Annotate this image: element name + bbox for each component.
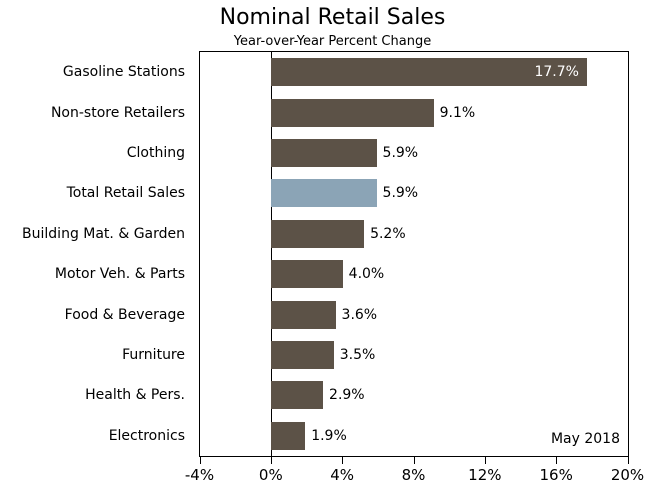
x-tick-label-4: 12% bbox=[468, 466, 502, 484]
x-tick-mark-1 bbox=[270, 457, 272, 464]
bar-5 bbox=[271, 260, 343, 289]
value-label-8: 2.9% bbox=[329, 387, 365, 404]
category-label-6: Food & Beverage bbox=[64, 306, 185, 323]
bar-2 bbox=[271, 139, 377, 167]
value-label-4: 5.2% bbox=[370, 225, 406, 242]
x-tick-label-2: 4% bbox=[330, 466, 355, 484]
chart-subtitle: Year-over-Year Percent Change bbox=[233, 34, 432, 49]
category-label-5: Motor Veh. & Parts bbox=[54, 266, 185, 283]
category-label-4: Building Mat. & Garden bbox=[22, 225, 185, 242]
category-label-0: Gasoline Stations bbox=[62, 64, 185, 81]
category-label-9: Electronics bbox=[108, 427, 185, 444]
value-label-9: 1.9% bbox=[311, 427, 347, 444]
x-tick-mark-3 bbox=[413, 457, 415, 464]
bar-7 bbox=[271, 341, 334, 369]
x-tick-label-5: 16% bbox=[539, 466, 573, 484]
zero-baseline bbox=[270, 52, 272, 456]
category-label-7: Furniture bbox=[122, 346, 185, 363]
x-tick-mark-5 bbox=[556, 457, 558, 464]
x-tick-label-1: 0% bbox=[258, 466, 283, 484]
date-annotation: May 2018 bbox=[550, 431, 620, 447]
bar-8 bbox=[271, 381, 324, 410]
x-tick-label-0: -4% bbox=[184, 466, 215, 484]
value-label-1: 9.1% bbox=[439, 104, 476, 121]
category-label-1: Non-store Retailers bbox=[50, 104, 185, 121]
value-label-2: 5.9% bbox=[382, 145, 419, 161]
x-tick-label-6: 20% bbox=[610, 466, 645, 484]
bar-0 bbox=[271, 58, 587, 87]
x-tick-mark-0 bbox=[199, 457, 201, 464]
x-tick-label-3: 8% bbox=[401, 466, 426, 484]
chart-title: Nominal Retail Sales bbox=[219, 5, 446, 30]
category-label-3: Total Retail Sales bbox=[66, 185, 185, 202]
x-tick-mark-4 bbox=[484, 457, 486, 464]
x-tick-mark-2 bbox=[342, 457, 344, 464]
value-label-6: 3.6% bbox=[341, 306, 378, 323]
bar-highlight-3 bbox=[271, 179, 377, 208]
plot-area: 17.7% 9.1% 5.9% 5.9% 5.2% 4.0% 3.6% 3.5% 2.9% 1.9… bbox=[199, 51, 629, 457]
bar-1 bbox=[271, 98, 434, 127]
value-label-3: 5.9% bbox=[382, 185, 419, 202]
value-label-5: 4.0% bbox=[348, 266, 385, 283]
x-tick-mark-6 bbox=[627, 457, 629, 464]
bar-6 bbox=[271, 300, 336, 329]
value-label-7: 3.5% bbox=[339, 347, 376, 363]
bar-9 bbox=[271, 421, 306, 450]
value-label-0: 17.7% bbox=[534, 64, 579, 81]
category-label-8: Health & Pers. bbox=[85, 387, 185, 404]
category-label-2: Clothing bbox=[126, 144, 185, 161]
bar-4 bbox=[271, 219, 365, 248]
